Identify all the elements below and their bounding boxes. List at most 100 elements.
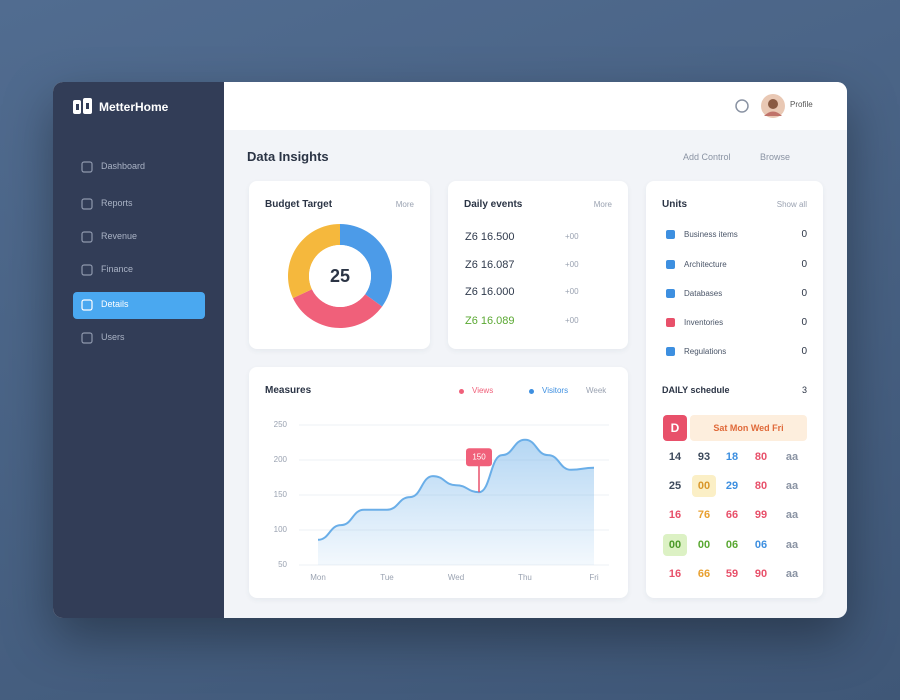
nav-icon — [81, 198, 93, 210]
event-change: +00 — [565, 260, 579, 269]
event-value: Z6 16.000 — [465, 286, 515, 298]
events-card: Daily events More Z6 16.500 +00 Z6 16.087 +… — [448, 181, 628, 349]
legend-label: Views — [472, 386, 494, 395]
unit-icon — [666, 347, 675, 356]
period-label[interactable]: Week — [586, 386, 607, 395]
card-title: Budget Target — [265, 199, 333, 210]
y-tick-label: 150 — [274, 490, 288, 499]
schedule-cell[interactable]: 99 — [754, 509, 768, 521]
action-link[interactable]: Browse — [760, 152, 791, 162]
schedule-cell[interactable]: 76 — [697, 509, 711, 521]
legend-dot — [529, 389, 534, 394]
action-link[interactable]: Add Control — [683, 152, 731, 162]
measures-card: Measures Views Visitors Week 50 100 150 200 250 M… — [249, 367, 628, 598]
schedule-cell[interactable]: 90 — [754, 568, 768, 580]
unit-icon — [666, 289, 675, 298]
schedule-cell[interactable]: 06 — [725, 539, 739, 551]
event-value: Z6 16.500 — [465, 231, 515, 243]
card-title: Units — [662, 199, 687, 210]
schedule-cell[interactable]: 29 — [725, 480, 739, 492]
brand-name: MetterHome — [99, 100, 169, 114]
area-line — [317, 438, 595, 541]
unit-icon-shape — [666, 318, 675, 327]
nav-item[interactable]: Details — [101, 299, 129, 309]
donut-chart: 25 — [288, 224, 392, 328]
annotation-box — [466, 448, 492, 467]
schedule-cell[interactable]: aa — [785, 509, 799, 521]
donut-segment — [340, 224, 392, 307]
nav-item[interactable]: Finance — [101, 264, 134, 274]
nav-icon-shape — [81, 231, 93, 243]
schedule-title: DAILY schedule — [662, 385, 730, 395]
x-tick-label: Thu — [518, 573, 532, 582]
nav-icon — [81, 264, 93, 276]
unit-value: 0 — [801, 259, 807, 270]
unit-icon — [666, 260, 675, 269]
schedule-cell[interactable]: aa — [785, 568, 799, 580]
donut-center-label: 25 — [330, 266, 350, 286]
unit-label[interactable]: Inventories — [684, 318, 724, 327]
schedule-count: 3 — [801, 385, 807, 395]
schedule-cell[interactable]: 06 — [754, 539, 768, 551]
schedule-header: Sat Mon Wed Fri — [690, 415, 807, 441]
donut-hole — [309, 245, 371, 307]
schedule-cell[interactable]: 14 — [668, 451, 682, 463]
avatar[interactable] — [760, 93, 786, 119]
card-title: Daily events — [464, 199, 523, 210]
user-name[interactable]: Profile — [790, 100, 813, 109]
app-window: MetterHome Dashboard Reports Revenue Financ… — [53, 82, 847, 618]
nav-item[interactable]: Users — [101, 332, 125, 342]
nav-icon-shape — [81, 332, 93, 344]
schedule-cell[interactable]: 80 — [754, 451, 768, 463]
schedule-cell[interactable]: 00 — [692, 475, 716, 497]
schedule-cell[interactable]: 66 — [725, 509, 739, 521]
legend-dot — [459, 389, 464, 394]
schedule-day: D — [663, 415, 687, 441]
nav-item[interactable]: Reports — [101, 198, 133, 208]
schedule-cell[interactable]: 16 — [668, 568, 682, 580]
nav-icon — [81, 299, 93, 311]
unit-icon-shape — [666, 347, 675, 356]
unit-label[interactable]: Business items — [684, 230, 738, 239]
nav-icon-shape — [81, 198, 93, 210]
schedule-cell[interactable]: 93 — [697, 451, 711, 463]
brand-logo — [73, 98, 92, 114]
nav-active-bg — [73, 292, 205, 319]
top-bar: Profile — [224, 82, 847, 130]
x-tick-label: Tue — [380, 573, 394, 582]
x-tick-label: Fri — [589, 573, 599, 582]
schedule-cell[interactable]: aa — [785, 451, 799, 463]
unit-label[interactable]: Databases — [684, 289, 723, 298]
search-icon[interactable] — [732, 96, 752, 116]
nav-item[interactable]: Dashboard — [101, 161, 146, 171]
nav-item[interactable]: Revenue — [101, 231, 138, 241]
schedule-cell[interactable]: 59 — [725, 568, 739, 580]
x-tick-label: Wed — [448, 573, 464, 582]
unit-icon-shape — [666, 230, 675, 239]
schedule-cell[interactable]: 16 — [668, 509, 682, 521]
unit-value: 0 — [801, 346, 807, 357]
units-card: Units Show all DAILY schedule 3 D Sat Mo… — [646, 181, 823, 598]
unit-label[interactable]: Architecture — [684, 260, 727, 269]
unit-value: 0 — [801, 317, 807, 328]
card-link[interactable]: Show all — [776, 200, 807, 209]
unit-icon-shape — [666, 289, 675, 298]
donut-segment — [292, 289, 383, 328]
y-tick-label: 50 — [278, 560, 287, 569]
event-change: +00 — [565, 232, 579, 241]
schedule-cell[interactable]: 00 — [697, 539, 711, 551]
schedule-cell[interactable]: 00 — [663, 534, 687, 556]
schedule-cell[interactable]: aa — [785, 539, 799, 551]
schedule-cell[interactable]: aa — [785, 480, 799, 492]
card-link[interactable]: More — [593, 200, 612, 209]
schedule-cell[interactable]: 80 — [754, 480, 768, 492]
schedule-cell[interactable]: 66 — [697, 568, 711, 580]
schedule-cell[interactable]: 25 — [668, 480, 682, 492]
unit-value: 0 — [801, 229, 807, 240]
card-link[interactable]: More — [395, 200, 414, 209]
nav-icon — [81, 231, 93, 243]
unit-label[interactable]: Regulations — [684, 347, 727, 356]
nav-icon-shape — [81, 264, 93, 276]
schedule-cell[interactable]: 18 — [725, 451, 739, 463]
donut-segment — [288, 224, 340, 299]
